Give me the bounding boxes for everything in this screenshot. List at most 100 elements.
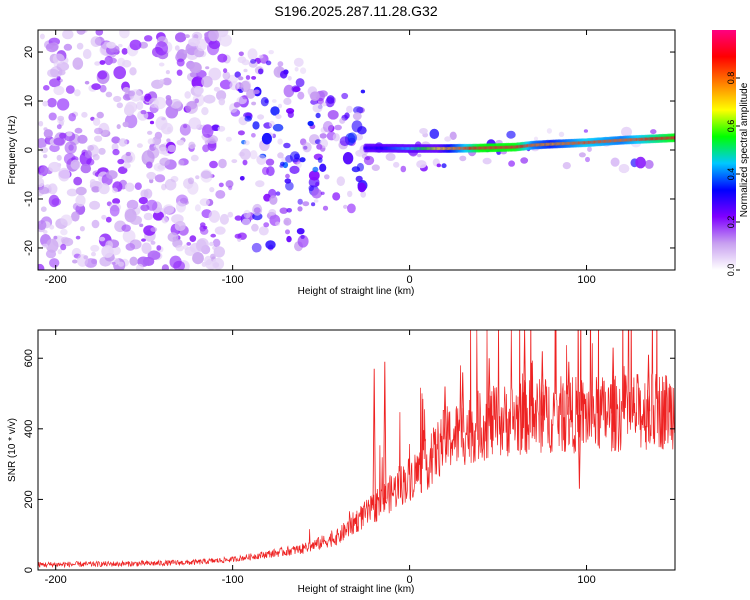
spectrogram-cell [155, 41, 169, 56]
spectrogram-cell [258, 68, 264, 75]
spectrogram-cell [68, 113, 76, 122]
spectrogram-cell [147, 130, 153, 135]
spectrogram-cell [520, 157, 529, 164]
spectrogram-cell [183, 49, 188, 54]
spectrogram-cell [281, 156, 287, 163]
snr-frame [37, 329, 676, 571]
spectrogram-cell [99, 236, 106, 242]
spectrogram-cell [60, 243, 67, 251]
spectrogram-cell [141, 242, 152, 254]
spectrogram-cell [459, 155, 467, 162]
spectrogram-cell [173, 260, 185, 270]
spectrogram-cell [157, 164, 165, 170]
spectrogram-cell [91, 83, 101, 90]
spectrogram-cell [275, 114, 282, 120]
spectrogram-cell [277, 103, 283, 109]
snr-panel: -200 -100 0 100 0 200 400 600 Height of straig… [7, 329, 676, 595]
spectrogram-cell [251, 76, 257, 80]
spectrogram-cell [346, 105, 353, 114]
spectrogram-cell [174, 220, 186, 232]
spectrogram-cell [57, 115, 65, 122]
spectrogram-cell [644, 159, 654, 169]
spectrogram-cell [175, 32, 187, 43]
spectrogram-cell [188, 117, 201, 130]
spectrogram-cell [194, 204, 201, 212]
y-tick-label: 10 [23, 95, 35, 107]
spectrogram-cell [48, 112, 57, 121]
spectrogram-cell [91, 186, 101, 193]
spectrogram-cell [213, 86, 220, 92]
spectrogram-cell [253, 89, 260, 95]
spectrogram-cell [203, 94, 216, 104]
spectrogram-cell [38, 174, 43, 179]
x-tick-label: 0 [407, 574, 413, 586]
spectrogram-cell [152, 211, 164, 221]
spectrogram-cell [158, 62, 165, 67]
spectrogram-cell [265, 60, 272, 66]
spectrogram-cell [393, 161, 400, 168]
spectrogram-cell [297, 235, 309, 248]
spectrogram-cell [241, 218, 251, 226]
spectrogram-cell [48, 161, 61, 173]
spectrogram-cell [51, 198, 62, 206]
colorbar-tick-label: 0.2 [726, 216, 736, 229]
spectrogram-cell [268, 209, 277, 216]
spectrogram-cell [119, 30, 130, 39]
spectrogram-cell [63, 43, 73, 51]
spectrogram-cell [201, 107, 209, 116]
spectrogram-cell [283, 97, 292, 105]
spectrogram-cell [506, 130, 516, 139]
spectrogram-cell [118, 138, 128, 147]
x-tick-label: -200 [45, 274, 67, 286]
spectrogram-cell [269, 195, 278, 205]
spectrogram-cell [242, 95, 248, 100]
spectrogram-cell [101, 214, 107, 220]
spectrogram-cell [129, 67, 137, 76]
spectrogram-cell [66, 131, 73, 137]
spectrogram-cell [578, 152, 586, 158]
spectrogram-cell [286, 235, 292, 243]
spectrogram-cell [243, 68, 248, 73]
spectrogram-cell [289, 151, 300, 163]
spectrogram-cell [297, 206, 303, 212]
spectrogram-cell [112, 148, 120, 156]
spectrogram-cell [243, 140, 250, 146]
spectrogram-cell [99, 60, 106, 65]
spectrogram-cell [347, 190, 353, 198]
spectrogram-cell [256, 154, 267, 165]
spectrogram-cell [344, 112, 350, 119]
spectrogram-cell [112, 198, 121, 205]
spectrogram-x-axis: -200 -100 0 100 [45, 30, 596, 286]
spectrogram-cell [251, 223, 259, 232]
spectrogram-cell [60, 228, 68, 236]
spectrogram-cell [42, 100, 49, 107]
spectrogram-cell [43, 129, 53, 139]
spectrogram-cell [419, 128, 428, 135]
spectrogram-cell [311, 202, 316, 207]
spectrogram-cell [449, 131, 457, 140]
spectrogram-cell [352, 112, 362, 121]
y-tick-label: 0 [23, 567, 35, 573]
spectrogram-cell [106, 41, 116, 49]
spectrogram-cell [183, 244, 188, 250]
spectrogram-cell [117, 166, 128, 174]
spectrogram-cell [284, 178, 292, 184]
spectrogram-cell [610, 157, 620, 167]
spectrogram-cell [91, 251, 96, 257]
spectrogram-cell [347, 132, 358, 143]
spectrogram-cell [161, 216, 169, 224]
spectrogram-cell [635, 156, 646, 169]
spectrogram-cell [184, 91, 191, 99]
spectrogram-cell [315, 112, 321, 119]
spectrogram-cell [319, 133, 327, 139]
spectrogram-cell [327, 110, 339, 120]
spectrogram-cell [336, 176, 345, 187]
spectrogram-cell [300, 67, 307, 74]
spectrogram-cell [75, 186, 87, 196]
spectrogram-cell [355, 175, 363, 183]
spectrogram-cell [251, 101, 257, 106]
snr-spike [567, 361, 571, 415]
spectrogram-cell [195, 175, 200, 180]
spectrogram-cell [546, 128, 553, 134]
spectrogram-cell [618, 163, 630, 174]
